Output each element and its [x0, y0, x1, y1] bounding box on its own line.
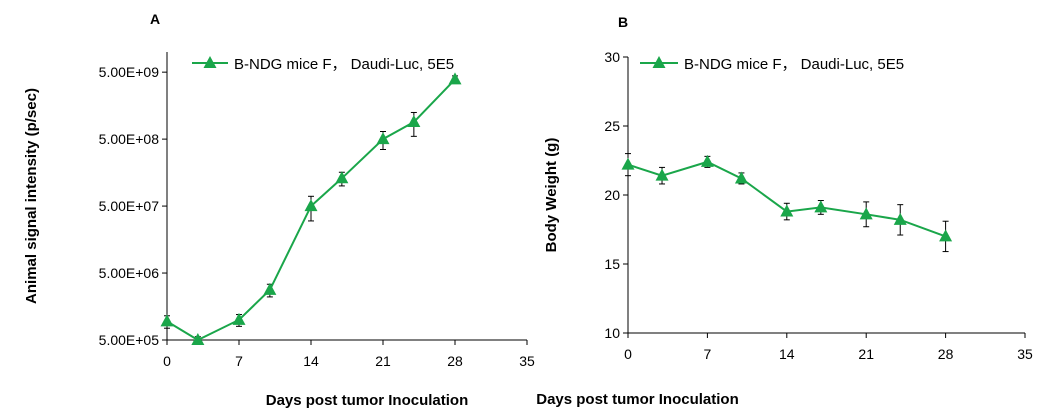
data-point [263, 282, 277, 295]
data-point [335, 171, 349, 184]
chart-panel-a: A 5.00E+05 5.00E+06 5.00E+07 5.00E+08 5.00E+0… [23, 11, 535, 409]
data-point [191, 333, 205, 345]
data-point [232, 312, 246, 325]
legend-label: B-NDG mice F， Daudi-Luc, 5E5 [684, 56, 904, 73]
data-point [304, 199, 318, 212]
y-tick-label: 5.00E+09 [99, 64, 160, 80]
x-tick-label: 28 [938, 346, 954, 362]
series-line [627, 160, 946, 238]
x-axis-label: Days post tumor Inoculation [536, 391, 739, 408]
data-point [160, 314, 174, 327]
panel-label: A [150, 11, 160, 27]
data-point [621, 157, 635, 170]
data-point [939, 229, 953, 242]
legend-label: B-NDG mice F， Daudi-Luc, 5E5 [234, 56, 454, 73]
data-point [407, 115, 421, 128]
x-tick-label: 21 [375, 353, 391, 369]
y-tick-label: 5.00E+08 [99, 131, 160, 147]
x-tick-label: 7 [704, 346, 712, 362]
x-tick-label: 21 [858, 346, 874, 362]
x-tick-label: 28 [447, 353, 463, 369]
panel-label: B [618, 14, 628, 30]
y-tick-label: 20 [604, 187, 620, 203]
data-point [893, 212, 907, 225]
y-tick-label: 5.00E+07 [99, 198, 160, 214]
y-tick-label: 5.00E+05 [99, 332, 160, 348]
data-point [655, 168, 669, 181]
x-tick-label: 7 [235, 353, 243, 369]
y-tick-label: 30 [604, 49, 620, 65]
x-tick-label: 0 [624, 346, 632, 362]
x-tick-label: 35 [1017, 346, 1033, 362]
x-tick-label: 0 [163, 353, 171, 369]
legend-marker [203, 56, 217, 68]
x-tick-label: 14 [779, 346, 795, 362]
y-axis-label: Body Weight (g) [543, 138, 560, 253]
y-tick-label: 10 [604, 325, 620, 341]
data-point [734, 171, 748, 184]
y-axis-label: Animal signal intensity (p/sec) [23, 88, 40, 304]
data-point [700, 154, 714, 167]
data-point [448, 72, 462, 85]
chart-panel-b: B 10 15 20 25 30 0 7 14 21 28 35 Body Weight (g) Days… [536, 14, 1033, 408]
data-point [780, 204, 794, 217]
data-point [376, 132, 390, 145]
y-tick-label: 5.00E+06 [99, 265, 160, 281]
x-tick-label: 35 [519, 353, 535, 369]
x-axis-label: Days post tumor Inoculation [266, 392, 469, 409]
data-point [814, 200, 828, 213]
x-tick-label: 14 [303, 353, 319, 369]
y-tick-label: 25 [604, 118, 620, 134]
y-tick-label: 15 [604, 256, 620, 272]
data-point [859, 207, 873, 220]
legend-marker [652, 56, 666, 68]
